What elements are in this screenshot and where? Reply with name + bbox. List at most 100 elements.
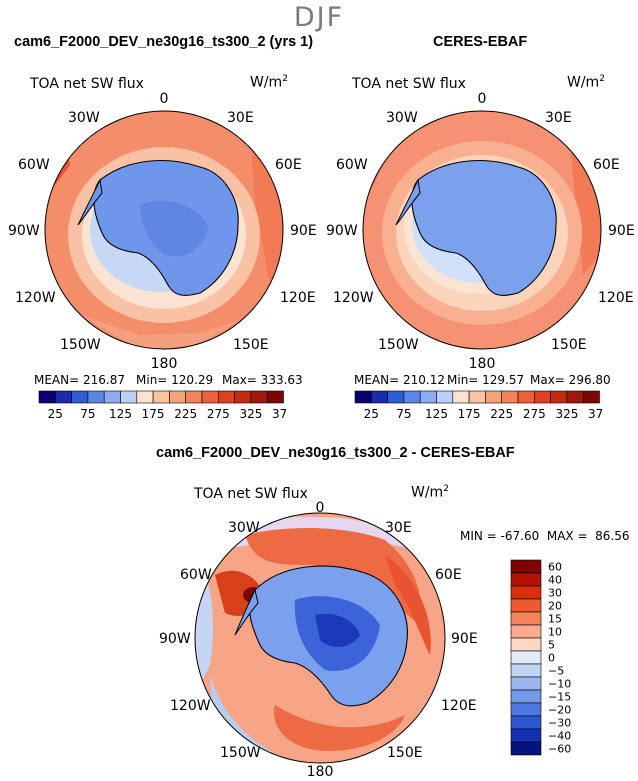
diff-colorbar-box	[510, 702, 542, 717]
diff-colorbar-tick-label: 10	[548, 626, 562, 639]
obs-lon-180: 180	[469, 356, 496, 372]
diff-lon-30e: 30E	[385, 520, 412, 536]
colorbar-tick-label: 375	[272, 407, 288, 420]
colorbar-box	[250, 390, 268, 404]
colorbar-tick-label: 175	[458, 407, 481, 420]
diff-colorbar-box	[510, 585, 542, 600]
diff-colorbar-tick-label: 60	[548, 561, 562, 574]
colorbar-box	[403, 390, 421, 404]
obs-lon-60e: 60E	[593, 157, 620, 173]
model-colorbar: 25 75 125 175 225 275 325 375	[38, 390, 288, 420]
obs-colorbar-boxes	[354, 390, 600, 404]
obs-units-label: W/m2	[567, 74, 605, 91]
obs-colorbar: 25 75 125 175 225 275 325 375	[354, 390, 604, 420]
colorbar-box	[201, 390, 219, 404]
obs-lon-90e: 90E	[608, 223, 635, 239]
obs-variable-label: TOA net SW flux	[352, 76, 466, 92]
model-lon-60w: 60W	[18, 157, 50, 173]
diff-colorbar-tick-label: −15	[548, 691, 571, 704]
diff-lon-150e: 150E	[387, 745, 423, 761]
colorbar-box	[370, 390, 388, 404]
diff-colorbar-tick-label: −10	[548, 678, 571, 691]
diff-colorbar-box	[510, 559, 542, 574]
diff-colorbar-tick-label: 30	[548, 587, 562, 600]
diff-colorbar-tick-label: 40	[548, 574, 562, 587]
model-lon-150w: 150W	[60, 337, 101, 353]
diff-colorbar-box	[510, 741, 542, 756]
diff-colorbar-box	[510, 676, 542, 691]
diff-colorbar-box	[510, 728, 542, 743]
model-lon-150e: 150E	[233, 337, 269, 353]
obs-antarctica	[395, 160, 557, 296]
colorbar-tick-label: 125	[109, 407, 132, 420]
diff-colorbar-tick-label: 0	[548, 652, 555, 665]
diff-colorbar-box	[510, 715, 542, 730]
colorbar-box	[436, 390, 454, 404]
colorbar-tick-label: 225	[174, 407, 197, 420]
colorbar-tick-label: 225	[490, 407, 513, 420]
colorbar-box	[103, 390, 121, 404]
diff-units-label: W/m2	[411, 484, 449, 501]
colorbar-box	[468, 390, 486, 404]
colorbar-tick-label: 275	[207, 407, 230, 420]
model-variable-label: TOA net SW flux	[30, 76, 144, 92]
colorbar-tick-label: 175	[142, 407, 165, 420]
model-colorbar-labels: 25 75 125 175 225 275 325 375	[48, 407, 288, 420]
model-mean: MEAN= 216.87	[34, 373, 125, 387]
colorbar-box	[169, 390, 186, 404]
obs-lon-150e: 150E	[551, 337, 587, 353]
model-map: 0 30E 60E 90E 120E 150E 180 150W 120W 90…	[8, 91, 317, 372]
model-panel-title: cam6_F2000_DEV_ne30g16_ts300_2 (yrs 1)	[14, 34, 314, 50]
diff-lon-60e: 60E	[435, 567, 462, 583]
diff-lon-0: 0	[316, 500, 325, 516]
colorbar-box	[152, 390, 170, 404]
model-max: Max= 333.63	[222, 373, 303, 387]
obs-panel-title: CERES-EBAF	[433, 34, 528, 50]
obs-min: Min= 129.57	[447, 373, 525, 387]
diff-colorbar-box	[510, 624, 542, 639]
diff-colorbar-tick-label: 20	[548, 600, 562, 613]
obs-lon-30w: 30W	[386, 110, 418, 126]
diff-map: 0 30E 60E 90E 120E 150E 180 150W 120W 90…	[159, 500, 478, 780]
diff-lon-180: 180	[307, 764, 334, 780]
diff-lon-30w: 30W	[228, 520, 260, 536]
diff-colorbar-tick-label: −20	[548, 704, 571, 717]
diff-colorbar-tick-label: −5	[548, 665, 564, 678]
obs-lon-90w: 90W	[326, 223, 358, 239]
colorbar-tick-label: 325	[555, 407, 578, 420]
diff-colorbar-box	[510, 689, 542, 704]
model-min: Min= 120.29	[136, 373, 214, 387]
diff-colorbar-box	[510, 663, 542, 678]
diff-lon-120w: 120W	[170, 698, 211, 714]
obs-max: Max= 296.80	[530, 373, 611, 387]
colorbar-box	[120, 390, 138, 404]
model-lon-30e: 30E	[227, 110, 254, 126]
model-lon-120e: 120E	[280, 290, 316, 306]
model-lon-90w: 90W	[8, 223, 40, 239]
obs-lon-30e: 30E	[545, 110, 572, 126]
colorbar-box	[266, 390, 284, 404]
colorbar-box	[87, 390, 105, 404]
diff-colorbar-box	[510, 650, 542, 665]
diff-colorbar-tick-label: −60	[548, 743, 571, 756]
model-lon-60e: 60E	[275, 157, 302, 173]
colorbar-box	[485, 390, 502, 404]
model-lon-120w: 120W	[15, 290, 56, 306]
colorbar-tick-label: 375	[588, 407, 604, 420]
diff-lon-150w: 150W	[220, 745, 261, 761]
diff-variable-label: TOA net SW flux	[194, 486, 308, 502]
diff-colorbar-box	[510, 572, 542, 587]
model-antarctica	[77, 160, 239, 296]
colorbar-box	[452, 390, 470, 404]
diff-lon-90e: 90E	[451, 631, 478, 647]
colorbar-tick-label: 325	[239, 407, 262, 420]
diff-colorbar-tick-label: 15	[548, 613, 562, 626]
obs-lon-60w: 60W	[336, 157, 368, 173]
colorbar-box	[501, 390, 519, 404]
colorbar-box	[38, 390, 56, 404]
colorbar-box	[218, 390, 235, 404]
colorbar-box	[387, 390, 405, 404]
colorbar-box	[71, 390, 89, 404]
